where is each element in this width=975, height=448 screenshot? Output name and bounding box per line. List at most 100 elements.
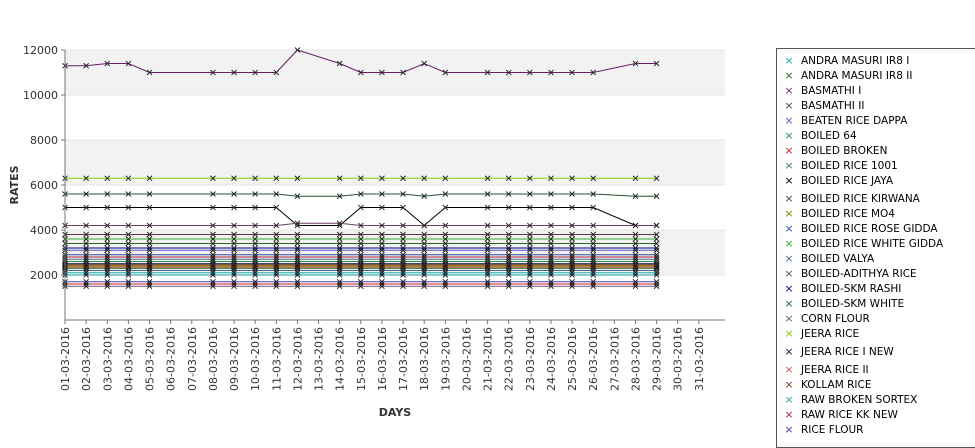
data-point <box>336 278 343 285</box>
legend-marker-icon: × <box>784 327 794 340</box>
data-point <box>210 236 216 242</box>
data-point <box>231 251 237 258</box>
legend-label: ANDRA MASURI IR8 II <box>801 69 913 82</box>
data-point <box>379 251 385 258</box>
data-point <box>252 262 258 268</box>
legend-item: × KOLLAM RICE <box>777 377 871 392</box>
data-point <box>379 256 385 263</box>
legend-item: × RAW BROKEN SORTEX <box>777 392 917 407</box>
data-point <box>527 263 533 269</box>
data-point <box>252 240 258 247</box>
data-point <box>146 231 153 238</box>
data-point <box>379 204 385 211</box>
data-point <box>357 175 364 182</box>
data-point <box>336 256 343 263</box>
data-point <box>653 262 660 268</box>
data-point <box>527 231 533 238</box>
data-point <box>548 240 554 247</box>
legend-item: × BOILED RICE JAYA <box>777 173 893 188</box>
data-point <box>273 69 280 76</box>
data-point <box>210 175 216 182</box>
data-point <box>336 247 343 254</box>
x-tick-label: 08-03-2016 <box>207 327 220 391</box>
data-point <box>146 264 153 270</box>
data-point <box>83 62 89 69</box>
data-point <box>548 204 554 211</box>
data-point <box>505 264 512 270</box>
data-point <box>125 236 132 242</box>
data-point <box>252 231 258 238</box>
legend-label: BOILED VALYA <box>801 252 875 265</box>
data-point <box>83 222 89 229</box>
legend-marker-icon: × <box>784 312 794 325</box>
data-point <box>527 254 533 260</box>
data-point <box>83 264 89 270</box>
data-point <box>125 283 132 290</box>
data-point <box>357 69 364 76</box>
x-tick-label: 10-03-2016 <box>249 327 262 391</box>
data-point <box>231 222 237 229</box>
data-point <box>83 240 89 247</box>
data-point <box>442 236 449 242</box>
data-point <box>146 251 153 258</box>
data-point <box>294 269 301 276</box>
data-point <box>653 236 660 242</box>
data-point <box>336 281 343 287</box>
data-point <box>273 251 280 258</box>
data-point <box>379 278 385 285</box>
x-tick-label: 26-03-2016 <box>587 327 600 391</box>
data-point <box>252 264 258 270</box>
data-point <box>125 269 132 276</box>
legend-item: × JEERA RICE I NEW <box>777 344 893 359</box>
x-tick-label: 19-03-2016 <box>439 327 452 391</box>
x-axis-title: DAYS <box>379 406 412 419</box>
data-point <box>252 254 258 260</box>
data-point <box>294 240 301 247</box>
data-point <box>231 254 237 260</box>
data-point <box>527 256 533 263</box>
y-tick-label: 10000 <box>23 89 58 102</box>
data-point <box>125 256 132 263</box>
data-point <box>421 60 428 67</box>
data-point <box>379 245 385 251</box>
data-point <box>505 263 512 269</box>
x-tick-label: 24-03-2016 <box>545 327 558 391</box>
data-point <box>421 264 428 270</box>
data-point <box>400 191 406 197</box>
data-point <box>146 263 153 269</box>
legend-item: × BASMATHI II <box>777 98 864 113</box>
data-point <box>210 245 216 251</box>
data-point <box>210 251 216 258</box>
data-point <box>379 263 385 269</box>
data-point <box>273 281 280 287</box>
series-group <box>62 264 660 270</box>
data-point <box>357 283 364 290</box>
data-point <box>357 278 364 285</box>
data-point <box>379 272 385 278</box>
data-point <box>379 69 385 76</box>
y-tick-label: 6000 <box>30 179 58 192</box>
data-point <box>210 222 216 229</box>
x-axis-ticks: 01-03-2016 02-03-2016 03-03-2016 04-03-2016… <box>59 320 706 391</box>
series-group <box>62 263 660 269</box>
series-group <box>62 240 660 247</box>
data-point <box>210 256 216 263</box>
data-point <box>590 251 597 258</box>
data-point <box>442 256 449 263</box>
data-point <box>83 262 89 268</box>
legend-marker-icon: × <box>784 174 794 187</box>
legend-item: × ANDRA MASURI IR8 II <box>777 68 912 83</box>
data-point <box>653 254 660 260</box>
data-point <box>294 272 301 278</box>
data-point <box>400 251 406 258</box>
data-point <box>400 272 406 278</box>
data-point <box>104 236 111 242</box>
data-point <box>484 264 491 270</box>
data-point <box>484 222 491 229</box>
data-point <box>379 222 385 229</box>
data-point <box>125 278 132 285</box>
data-point <box>273 278 280 285</box>
data-point <box>505 245 512 251</box>
data-point <box>505 191 512 197</box>
data-point <box>590 278 597 285</box>
